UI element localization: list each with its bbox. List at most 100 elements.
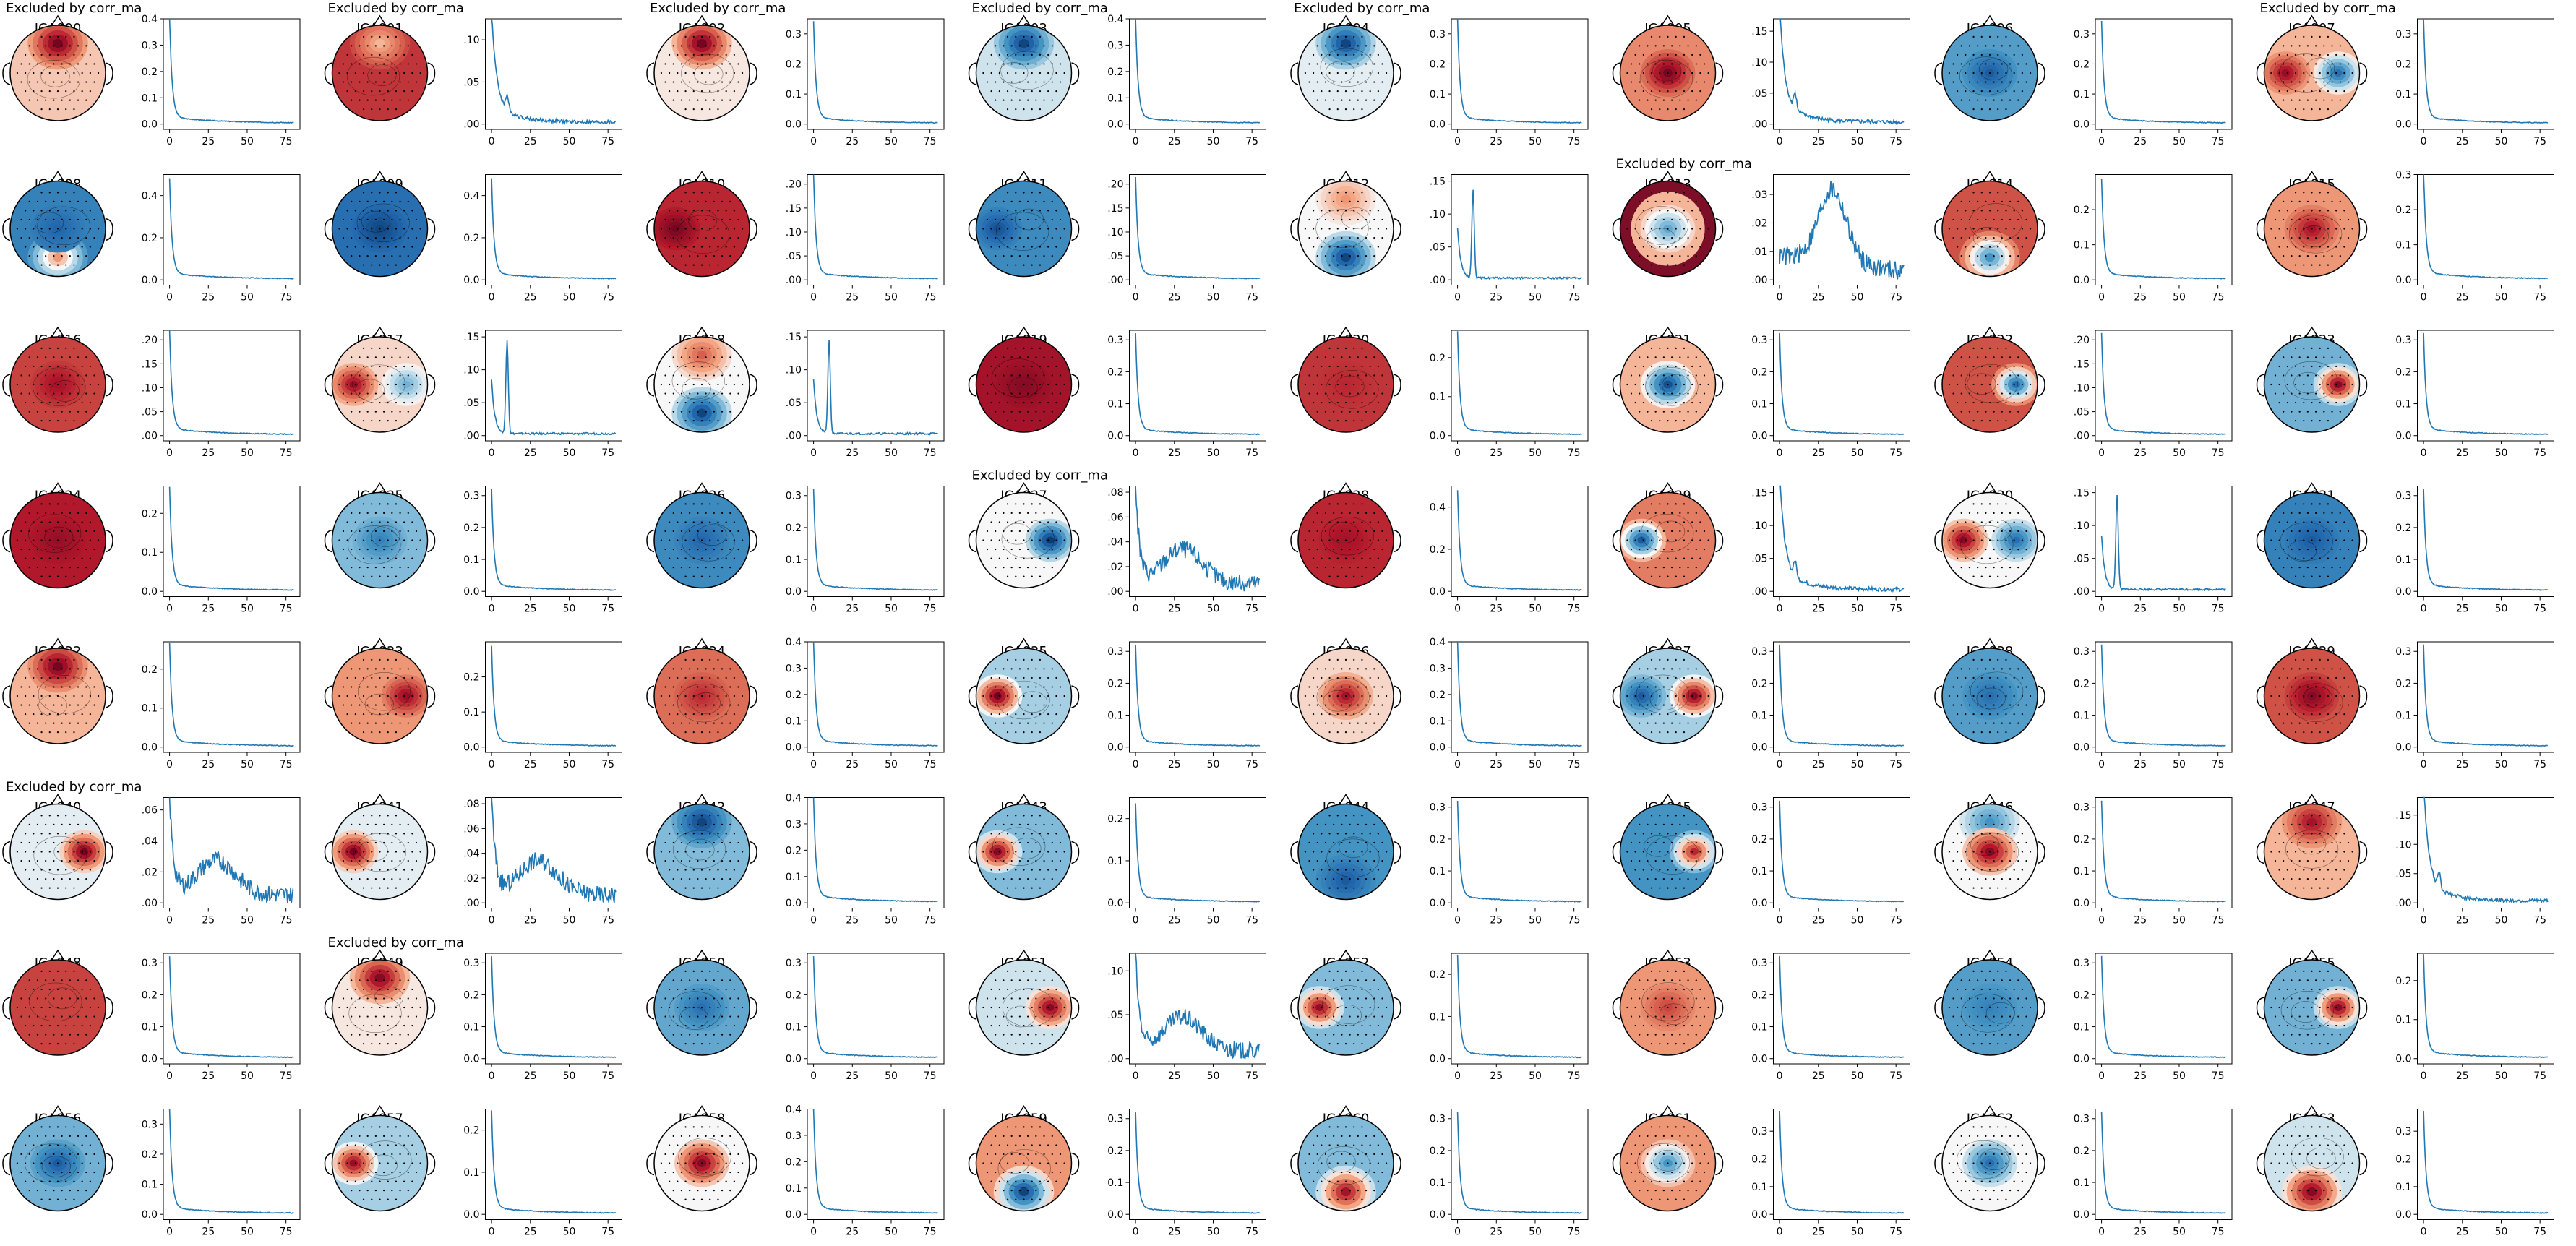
electrode-dot <box>56 557 59 559</box>
electrode-dot <box>354 833 356 835</box>
electrode-dot <box>2278 521 2280 523</box>
electrode-dot <box>387 228 389 230</box>
electrode-dot <box>733 521 735 523</box>
electrode-dot <box>1018 236 1021 239</box>
electrode-dot <box>1039 713 1042 716</box>
electrode-dot <box>1675 557 1677 559</box>
electrode-dot <box>672 236 674 239</box>
spectrum-line <box>491 340 617 436</box>
electrode-dot <box>1988 72 1991 74</box>
electrode-dot <box>2327 713 2330 716</box>
electrode-dot <box>33 695 35 697</box>
electrode-dot <box>1993 99 1995 101</box>
topomap <box>1290 171 1401 278</box>
electrode-dot <box>98 695 100 697</box>
electrode-dot <box>61 530 63 533</box>
electrode-dot <box>36 392 39 395</box>
electrode-dot <box>1679 45 1681 47</box>
y-tick-label: 0.0 <box>2395 275 2411 286</box>
electrode-dot <box>411 869 413 871</box>
electrode-dot <box>391 392 393 395</box>
electrode-dot <box>2025 530 2027 533</box>
electrode-dot <box>391 374 393 377</box>
topomap-contour <box>685 838 715 861</box>
electrode-dot <box>379 539 381 541</box>
right-ear-icon <box>427 374 436 397</box>
electrode-dot <box>998 833 1000 835</box>
electrode-dot <box>40 887 43 889</box>
electrode-dot <box>346 676 348 679</box>
electrode-dot <box>1015 575 1017 577</box>
electrode-dot <box>1683 90 1686 93</box>
electrode-dot <box>713 512 715 514</box>
x-tick-label: 25 <box>846 915 859 927</box>
electrode-dot <box>40 575 43 577</box>
x-tick-label: 25 <box>2456 136 2469 147</box>
electrode-dot <box>2315 530 2317 533</box>
electrode-dot <box>2294 575 2297 577</box>
electrode-dot <box>692 887 695 889</box>
electrode-dot <box>45 356 47 358</box>
electrode-dot <box>1683 383 1686 386</box>
electrode-dot <box>65 869 67 871</box>
electrode-dot <box>729 823 731 825</box>
electrode-dot <box>1328 731 1331 734</box>
electrode-dot <box>395 72 398 74</box>
topomap <box>646 482 757 589</box>
electrode-dot <box>1369 521 1371 523</box>
electrode-dot <box>1361 521 1363 523</box>
electrode-dot <box>709 53 711 56</box>
electrode-dot <box>25 383 27 386</box>
electrode-dot <box>48 53 51 56</box>
electrode-dot <box>1695 722 1697 724</box>
electrode-dot <box>672 823 674 825</box>
electrode-dot <box>374 567 377 569</box>
electrode-dot <box>362 108 365 111</box>
spectrum-plot: 0 25 50 750.00.10.2 <box>463 641 622 770</box>
electrode-dot <box>40 264 43 266</box>
electrode-dot <box>366 99 369 101</box>
electrode-dot <box>1324 356 1327 358</box>
y-tick-label: 0.3 <box>2395 29 2411 40</box>
electrode-dot <box>1675 53 1677 56</box>
electrode-dot <box>1647 63 1649 65</box>
right-ear-icon <box>1071 529 1080 553</box>
electrode-dot <box>1993 567 1995 569</box>
electrode-dot <box>689 45 691 47</box>
x-tick-label: 75 <box>1889 447 1902 459</box>
electrode-dot <box>20 81 22 83</box>
excluded-label: Excluded by corr_ma <box>6 1 142 16</box>
x-tick-label: 25 <box>2456 292 2469 304</box>
left-ear-icon <box>1290 374 1299 397</box>
y-tick-label: 0.0 <box>786 586 802 598</box>
electrode-dot <box>672 841 674 844</box>
electrode-dot <box>1695 512 1697 514</box>
electrode-dot <box>1972 521 1975 523</box>
electrode-dot <box>729 859 731 862</box>
electrode-dot <box>1304 695 1306 697</box>
electrode-dot <box>1659 90 1661 93</box>
topomap-blob <box>697 817 707 827</box>
y-tick-label: .08 <box>1107 487 1123 499</box>
electrode-dot <box>351 99 353 101</box>
electrode-dot <box>1023 521 1025 523</box>
electrode-dot <box>684 658 687 661</box>
component-panel: ICA01502550750.00.10.20.3 <box>2256 170 2554 304</box>
y-tick-label: 0.1 <box>786 89 802 100</box>
electrode-dot <box>680 548 683 551</box>
electrode-dot <box>1003 823 1005 825</box>
electrode-dot <box>684 557 687 559</box>
electrode-dot <box>1639 686 1641 688</box>
electrode-dot <box>371 731 373 734</box>
electrode-dot <box>81 521 83 523</box>
electrode-dot <box>1659 676 1661 679</box>
electrode-dot <box>1023 695 1025 697</box>
electrode-dot <box>1985 374 1987 377</box>
electrode-dot <box>85 392 87 395</box>
electrode-dot <box>391 200 393 202</box>
electrode-dot <box>2009 255 2012 257</box>
electrode-dot <box>2319 347 2321 349</box>
topomap-contour <box>1339 836 1368 859</box>
electrode-dot <box>1373 81 1375 83</box>
electrode-dot <box>1324 45 1327 47</box>
